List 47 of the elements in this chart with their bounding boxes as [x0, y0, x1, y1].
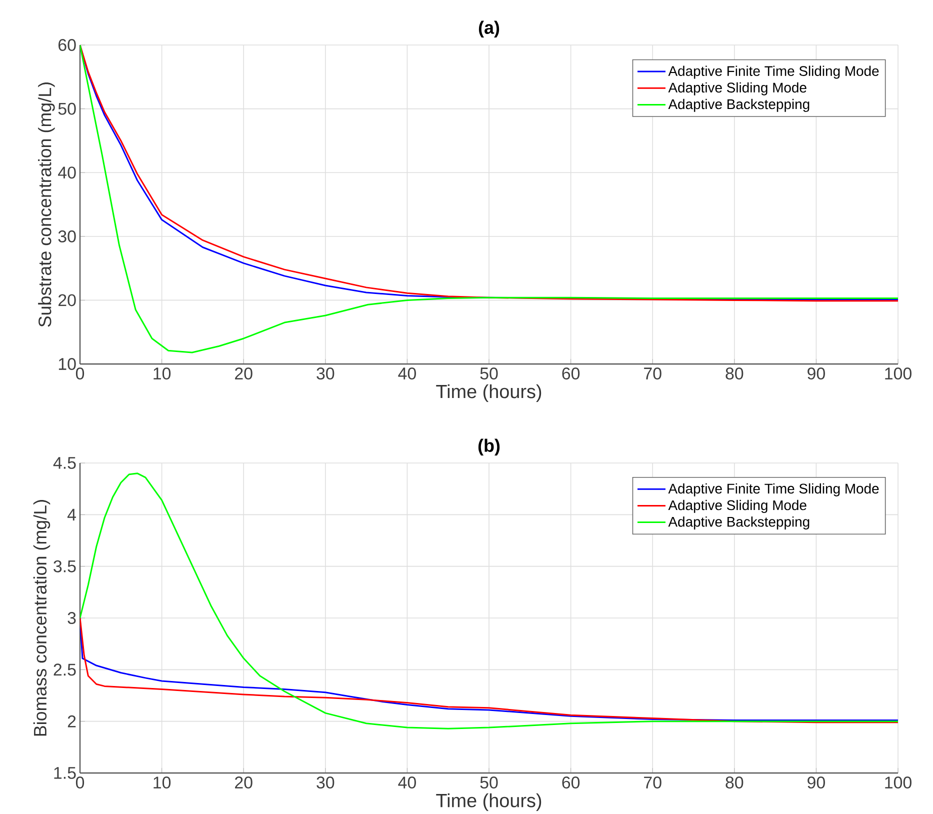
x-tick-label: 100 [885, 368, 912, 380]
y-tick-label: 4 [67, 508, 76, 520]
x-tick-label: 0 [76, 368, 84, 380]
y-tick-label: 40 [58, 166, 76, 179]
x-tick-label: 70 [644, 368, 662, 380]
legend-label: Adaptive Finite Time Sliding Mode [668, 66, 879, 79]
x-tick-label: 40 [398, 776, 416, 789]
x-tick-label: 40 [398, 368, 416, 380]
x-axis-title: Time (hours) [436, 384, 542, 402]
y-tick-label: 30 [58, 230, 76, 242]
y-tick-label: 4.5 [53, 457, 76, 469]
y-tick-label: 2 [68, 715, 76, 728]
legend-label: Adaptive Sliding Mode [668, 82, 806, 96]
y-tick-label: 3 [68, 612, 76, 624]
y-axis-title: Biomass concentration (mg/L) [33, 500, 50, 736]
legend-label: Adaptive Backstepping [668, 98, 810, 112]
x-axis-title: Time (hours) [436, 793, 542, 811]
legend-label: Adaptive Backstepping [668, 516, 810, 530]
x-tick-label: 90 [808, 776, 825, 789]
x-tick-label: 0 [76, 776, 84, 789]
x-tick-label: 90 [808, 368, 825, 380]
x-tick-label: 50 [480, 776, 498, 789]
x-tick-label: 30 [316, 776, 334, 789]
x-tick-label: 60 [562, 368, 580, 380]
legend-label: Adaptive Finite Time Sliding Mode [668, 483, 879, 496]
y-tick-label: 2.5 [54, 664, 76, 676]
x-tick-label: 100 [885, 776, 912, 789]
x-tick-label: 20 [235, 776, 252, 789]
x-tick-label: 70 [644, 776, 662, 789]
x-tick-label: 80 [726, 776, 744, 789]
x-tick-label: 10 [154, 776, 171, 789]
y-tick-label: 1.5 [54, 767, 76, 779]
y-tick-label: 50 [58, 102, 76, 115]
x-tick-label: 60 [562, 776, 580, 789]
y-tick-label: 20 [58, 294, 76, 306]
y-tick-label: 3.5 [54, 560, 76, 572]
chart-title: (b) [478, 438, 500, 456]
legend-label: Adaptive Sliding Mode [668, 500, 806, 513]
chart-title: (a) [478, 20, 500, 38]
y-axis-title: Substrate concentration (mg/L) [38, 82, 55, 327]
x-tick-label: 20 [235, 368, 252, 380]
x-tick-label: 80 [726, 368, 744, 380]
x-tick-label: 50 [480, 368, 498, 380]
y-tick-label: 60 [58, 39, 76, 51]
y-tick-label: 10 [58, 358, 76, 370]
x-tick-label: 10 [154, 368, 171, 380]
x-tick-label: 30 [316, 368, 334, 380]
